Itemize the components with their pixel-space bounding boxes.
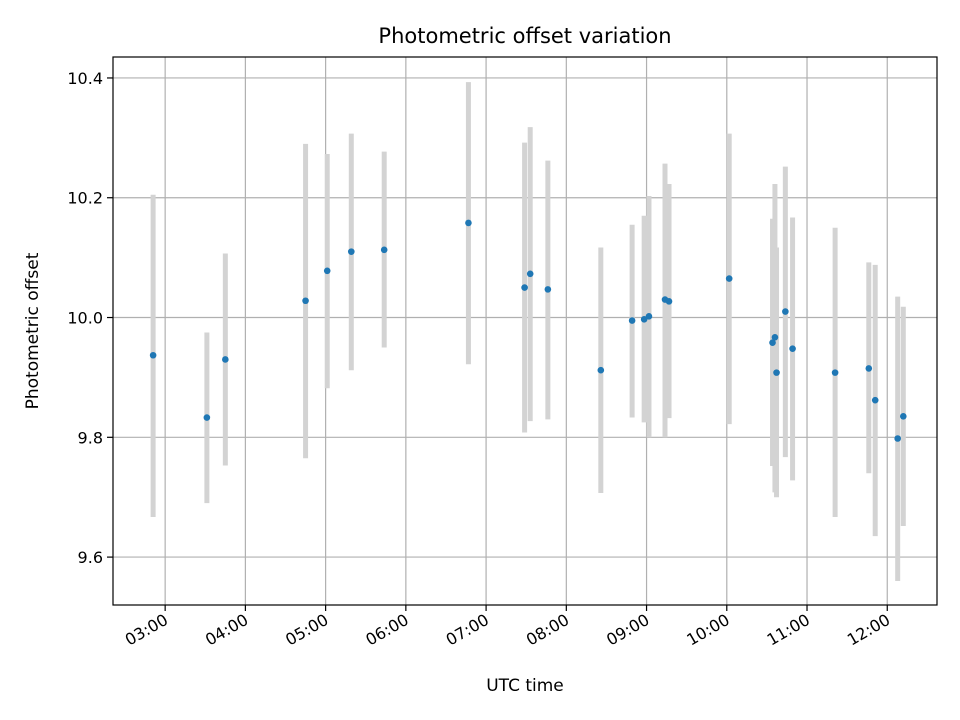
- data-point: [465, 219, 472, 227]
- x-tick-label: 11:00: [764, 610, 813, 650]
- data-point: [203, 414, 211, 421]
- data-point: [665, 298, 673, 305]
- data-point: [302, 297, 309, 305]
- tick-layer: 03:00 04:00 05:00 06:00 07:00 08:00 09:00 10:00…: [67, 69, 893, 650]
- data-point: [871, 396, 879, 404]
- data-point: [769, 339, 776, 346]
- data-point: [789, 345, 796, 352]
- data-point: [526, 270, 534, 278]
- point-layer: [149, 219, 907, 442]
- data-point: [831, 369, 839, 376]
- data-point: [771, 333, 779, 341]
- data-point: [380, 246, 388, 254]
- y-tick-label: 9.6: [78, 548, 103, 567]
- data-point: [521, 284, 528, 291]
- plot-frame: [112, 56, 938, 606]
- x-tick-label: 03:00: [122, 610, 171, 650]
- errorbar-layer: [150, 82, 906, 582]
- data-point: [323, 267, 331, 275]
- data-point: [640, 316, 648, 323]
- x-tick-label: 05:00: [282, 610, 331, 650]
- data-point: [597, 366, 605, 374]
- x-tick-label: 08:00: [523, 610, 572, 650]
- data-point: [628, 317, 636, 324]
- x-tick-label: 06:00: [362, 610, 411, 650]
- data-point: [773, 369, 780, 376]
- data-point: [725, 275, 733, 282]
- data-point: [645, 313, 653, 320]
- data-point: [782, 308, 789, 315]
- y-tick-label: 10.2: [67, 189, 103, 208]
- y-axis-label: Photometric offset: [23, 252, 43, 409]
- data-point: [894, 435, 901, 442]
- data-point: [900, 413, 907, 420]
- chart-title: Photometric offset variation: [378, 24, 671, 48]
- data-point: [222, 356, 229, 363]
- data-point: [865, 365, 873, 372]
- y-tick-label: 10.0: [67, 309, 103, 328]
- y-tick-label: 9.8: [78, 428, 103, 447]
- x-tick-label: 09:00: [603, 610, 652, 650]
- data-point: [149, 351, 157, 359]
- x-tick-label: 10:00: [683, 610, 732, 650]
- data-point: [544, 286, 552, 293]
- data-point: [347, 248, 355, 255]
- y-tick-label: 10.4: [67, 69, 103, 88]
- x-tick-label: 07:00: [443, 610, 492, 650]
- x-axis-label: UTC time: [486, 676, 564, 696]
- x-tick-label: 12:00: [844, 610, 893, 650]
- x-tick-label: 04:00: [202, 610, 251, 650]
